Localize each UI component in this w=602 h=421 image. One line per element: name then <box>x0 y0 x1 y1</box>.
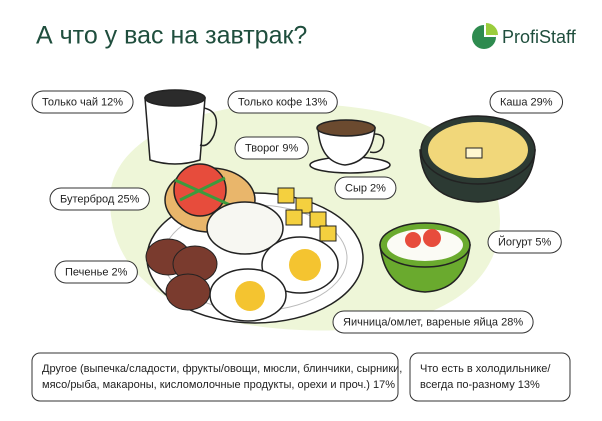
label-box <box>54 260 138 284</box>
shape <box>145 238 218 311</box>
label: Печенье 2% <box>54 260 138 284</box>
label-text: Только чай 12% <box>42 96 123 108</box>
label: Только чай 12% <box>31 90 134 114</box>
title: А что у вас на завтрак? <box>36 22 307 50</box>
label-text: Сыр 2% <box>345 182 386 194</box>
note: Другое (выпечка/сладости, фрукты/овощи, … <box>31 352 402 402</box>
shape <box>206 201 284 255</box>
label-box <box>489 90 564 114</box>
label-box <box>49 187 150 211</box>
shape <box>295 197 313 214</box>
shape <box>144 89 206 107</box>
note-text: мясо/рыба, макароны, кисломолочные проду… <box>42 379 395 391</box>
label-box <box>31 90 134 114</box>
label-text: Каша 29% <box>500 96 553 108</box>
label-box <box>332 310 534 334</box>
label: Каша 29% <box>489 90 564 114</box>
shape <box>465 147 483 159</box>
logo-text: ProfiStaff <box>502 27 577 47</box>
label-text: Йогурт 5% <box>498 235 552 248</box>
shape <box>277 187 295 204</box>
shape <box>369 133 385 154</box>
note-text: Другое (выпечка/сладости, фрукты/овощи, … <box>42 363 402 375</box>
label: Бутерброд 25% <box>49 187 150 211</box>
label: Только кофе 13% <box>227 90 338 114</box>
shape <box>277 187 337 242</box>
shape <box>289 249 321 281</box>
label-text: Печенье 2% <box>65 266 128 278</box>
label-text: Бутерброд 25% <box>60 193 140 205</box>
shape <box>165 273 211 311</box>
shape <box>405 232 421 248</box>
label-text: Только кофе 13% <box>238 96 328 108</box>
shape <box>319 225 337 242</box>
logo: ProfiStaff <box>472 23 577 49</box>
shape <box>199 107 218 147</box>
labels: Только чай 12% Только кофе 13% Каша 29% Тво… <box>31 90 564 334</box>
label-text: Яичница/омлет, вареные яйца 28% <box>343 316 523 328</box>
label-text: Творог 9% <box>245 142 298 154</box>
label-box <box>334 176 397 200</box>
shape <box>309 211 327 228</box>
label-box <box>234 136 309 160</box>
label-box <box>487 230 562 254</box>
note-box <box>409 352 571 402</box>
shape <box>285 209 303 226</box>
shape <box>423 229 441 247</box>
shape <box>144 97 206 165</box>
illustration <box>110 89 536 331</box>
label: Творог 9% <box>234 136 309 160</box>
label: Сыр 2% <box>334 176 397 200</box>
note-text: всегда по-разному 13% <box>420 379 540 391</box>
label: Йогурт 5% <box>487 230 562 254</box>
label: Яичница/омлет, вареные яйца 28% <box>332 310 534 334</box>
shape <box>486 23 498 35</box>
shape <box>316 119 376 137</box>
note-box <box>31 352 399 402</box>
notes: Другое (выпечка/сладости, фрукты/овощи, … <box>31 352 571 402</box>
note: Что есть в холодильнике/всегда по-разном… <box>409 352 571 402</box>
shape <box>317 127 376 166</box>
label-box <box>227 90 338 114</box>
shape <box>174 176 231 207</box>
note-text: Что есть в холодильнике/ <box>420 363 551 375</box>
shape <box>235 281 265 311</box>
